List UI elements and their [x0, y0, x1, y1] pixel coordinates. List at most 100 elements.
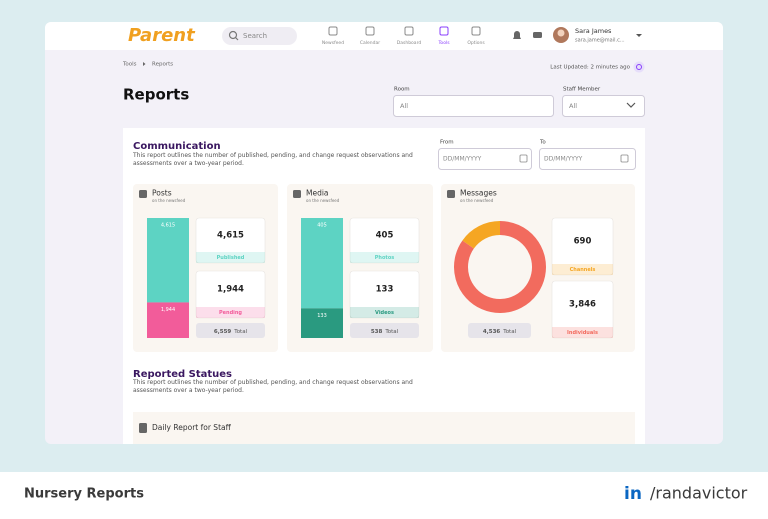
card-title: Messages	[460, 189, 497, 198]
donut-segment	[462, 221, 501, 249]
user-menu-caret[interactable]	[636, 34, 642, 37]
nav-label[interactable]: Dashboard	[397, 40, 422, 46]
total: 538 Total	[371, 329, 399, 335]
stat-box	[349, 217, 420, 264]
bar-segment	[301, 308, 343, 338]
section-description: This report outlines the number of publi…	[133, 152, 413, 167]
total: 4,536 Total	[483, 329, 517, 335]
section-description-text: This report outlines the number of publi…	[133, 152, 413, 167]
page-title: Reports	[123, 86, 189, 104]
logo[interactable]: Parent	[128, 25, 196, 46]
card-title: Posts	[152, 189, 172, 198]
nav-label[interactable]: Tools	[437, 40, 450, 46]
filter-value: All	[569, 102, 577, 110]
stat-strip	[350, 252, 419, 263]
nav-icon[interactable]	[404, 26, 414, 36]
stat-name: Videos	[375, 310, 394, 316]
card-subtitle: on the newsfeed	[306, 198, 340, 203]
card-title: Media	[306, 189, 329, 198]
breadcrumb-separator	[143, 62, 146, 66]
bar-label: 4,615	[161, 223, 175, 229]
bar-segment	[301, 218, 343, 309]
footer	[0, 472, 768, 519]
calendar-icon	[519, 154, 528, 163]
card-subtitle: on the newsfeed	[460, 198, 494, 203]
stat-name: Pending	[219, 310, 242, 316]
stat-value: 3,846	[569, 300, 596, 310]
top-bar	[45, 22, 723, 50]
section-title: Communication	[133, 141, 221, 152]
last-updated: Last Updated: 2 minutes ago	[550, 65, 630, 71]
stat-name: Photos	[375, 255, 394, 261]
stat-name: Published	[217, 255, 245, 261]
breadcrumb: Reports	[152, 62, 173, 68]
chat-icon[interactable]	[533, 32, 542, 38]
section-description: This report outlines the number of publi…	[133, 379, 413, 394]
nav-icon[interactable]	[471, 26, 481, 36]
bar-label: 405	[317, 223, 327, 229]
breadcrumb[interactable]: Tools	[122, 62, 137, 68]
filter-label: Staff Member	[563, 87, 601, 93]
search-icon	[228, 30, 238, 40]
refresh-button[interactable]	[633, 61, 645, 73]
total-name: Total	[233, 329, 247, 335]
nav-icon[interactable]	[439, 26, 449, 36]
filter-select[interactable]	[393, 95, 554, 117]
card-icon	[139, 190, 147, 198]
date-input[interactable]	[539, 148, 636, 170]
stat-strip	[552, 327, 613, 338]
stat-box	[551, 280, 614, 339]
section-title: Reported Statues	[133, 369, 232, 380]
stat-box	[349, 270, 420, 319]
stat-value: 405	[376, 231, 394, 241]
bell-icon[interactable]	[513, 31, 521, 39]
nav-icon[interactable]	[328, 26, 338, 36]
stat-value: 133	[376, 285, 394, 295]
stat-strip	[196, 307, 265, 318]
footer-handle: /randavictor	[650, 484, 748, 503]
total-value: 6,559	[214, 329, 232, 335]
card-icon	[293, 190, 301, 198]
stat-value: 4,615	[217, 231, 244, 241]
filter-select[interactable]	[562, 95, 645, 117]
stat-box	[195, 270, 266, 319]
stat-value: 1,944	[217, 285, 244, 295]
date-input[interactable]	[438, 148, 532, 170]
total-name: Total	[384, 329, 398, 335]
search-placeholder: Search	[243, 32, 267, 40]
report-name: Daily Report for Staff	[152, 423, 232, 432]
report-row[interactable]	[133, 412, 635, 444]
stat-name: Individuals	[567, 330, 598, 336]
nav-icon[interactable]	[365, 26, 375, 36]
total-pill	[468, 323, 531, 338]
date-placeholder: DD/MM/YYYY	[443, 156, 482, 163]
stat-value: 690	[574, 237, 592, 247]
dropdown-caret	[626, 102, 636, 108]
avatar	[557, 29, 565, 37]
refresh-icon	[636, 64, 642, 70]
total-name: Total	[502, 329, 516, 335]
total-pill	[196, 323, 265, 338]
stat-box	[195, 217, 266, 264]
stat-strip	[350, 307, 419, 318]
donut-segment	[454, 221, 546, 313]
total-value: 538	[371, 329, 383, 335]
total-pill	[350, 323, 419, 338]
date-label: To	[539, 140, 546, 146]
bar-label: 1,944	[161, 307, 175, 313]
date-placeholder: DD/MM/YYYY	[544, 156, 583, 163]
nav-label[interactable]: Newsfeed	[322, 40, 344, 46]
filter-label: Room	[394, 87, 410, 93]
nav-label[interactable]: Calendar	[360, 40, 380, 46]
footer-title: Nursery Reports	[24, 487, 144, 502]
report-icon	[139, 423, 147, 433]
stat-name: Channels	[570, 267, 596, 273]
stat-strip	[196, 252, 265, 263]
bar-segment	[147, 218, 189, 303]
calendar-icon	[620, 154, 629, 163]
search-box[interactable]	[222, 27, 297, 45]
card-subtitle: on the newsfeed	[152, 198, 186, 203]
nav-label[interactable]: Options	[467, 40, 485, 46]
